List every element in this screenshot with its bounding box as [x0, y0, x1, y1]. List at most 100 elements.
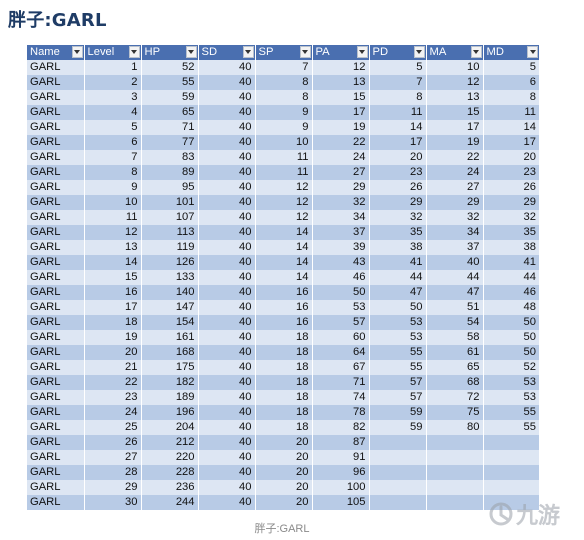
table-cell-sd: 40	[198, 360, 256, 375]
table-cell-ma	[426, 465, 484, 480]
table-cell-pd: 55	[369, 360, 427, 375]
table-cell-pa: 27	[312, 165, 370, 180]
table-cell-md: 17	[523, 136, 536, 148]
table-cell-level: 6	[84, 135, 142, 150]
table-cell-sd: 40	[198, 345, 256, 360]
table-cell-pa: 13	[312, 75, 370, 90]
table-cell-pa: 64	[312, 345, 370, 360]
table-cell-hp: 77	[141, 135, 199, 150]
table-cell-md: 26	[523, 181, 536, 193]
table-cell-name: GARL	[27, 195, 85, 210]
table-cell-md: 11	[524, 106, 536, 118]
table-cell-md: 14	[523, 121, 536, 133]
column-header-pd: PD	[369, 45, 427, 60]
table-cell-pd: 29	[369, 195, 427, 210]
table-cell-hp: 65	[141, 105, 199, 120]
table-cell-pd: 59	[369, 405, 427, 420]
filter-dropdown-icon[interactable]	[470, 46, 482, 58]
table-row: GARL 18 154 40 16 57 53 54 50	[27, 315, 539, 330]
table-cell-name: GARL	[27, 180, 85, 195]
table-cell-level: 15	[84, 270, 142, 285]
table-cell-sd: 40	[198, 105, 256, 120]
table-cell-md: 48	[523, 301, 536, 313]
table-cell-pd	[369, 495, 427, 510]
table-cell-sp: 14	[255, 225, 313, 240]
table-cell-name: GARL	[27, 345, 85, 360]
table-cell-name: GARL	[27, 285, 85, 300]
table-row: GARL 10 101 40 12 32 29 29 29	[27, 195, 539, 210]
table-cell-sp: 14	[255, 240, 313, 255]
table-cell-ma: 54	[426, 315, 484, 330]
table-cell-pd: 17	[369, 135, 427, 150]
table-row: GARL 22 182 40 18 71 57 68 53	[27, 375, 539, 390]
table-cell-level: 22	[84, 375, 142, 390]
table-cell-sp: 11	[255, 150, 313, 165]
table-cell-sp: 8	[255, 75, 313, 90]
table-cell-hp: 119	[141, 240, 199, 255]
table-cell-sp: 12	[255, 210, 313, 225]
table-cell-pa: 57	[312, 315, 370, 330]
table-cell-sp: 20	[255, 495, 313, 510]
table-cell-sd: 40	[198, 300, 256, 315]
page-title: 胖子:GARL	[8, 10, 107, 31]
table-cell-level: 28	[84, 465, 142, 480]
filter-dropdown-icon[interactable]	[71, 46, 83, 58]
table-cell-ma: 29	[426, 195, 484, 210]
filter-dropdown-icon[interactable]	[185, 46, 197, 58]
table-cell-level: 10	[84, 195, 142, 210]
table-row: GARL 24 196 40 18 78 59 75 55	[27, 405, 539, 420]
table-cell-md: 29	[523, 196, 536, 208]
table-cell-pd: 41	[369, 255, 427, 270]
table-cell-pa: 60	[312, 330, 370, 345]
table-cell-sp: 20	[255, 465, 313, 480]
table-cell-ma: 58	[426, 330, 484, 345]
table-cell-sd: 40	[198, 60, 256, 75]
table-cell-md: 20	[523, 151, 536, 163]
table-row: GARL 17 147 40 16 53 50 51 48	[27, 300, 539, 315]
table-cell-pa: 22	[312, 135, 370, 150]
table-cell-level: 26	[84, 435, 142, 450]
table-cell-sd: 40	[198, 375, 256, 390]
table-cell-ma: 44	[426, 270, 484, 285]
table-cell-pa: 37	[312, 225, 370, 240]
table-cell-sp: 8	[255, 90, 313, 105]
table-cell-name: GARL	[27, 390, 85, 405]
table-cell-sd: 40	[198, 210, 256, 225]
table-cell-ma: 22	[426, 150, 484, 165]
table-cell-name: GARL	[27, 420, 85, 435]
table-row: GARL 7 83 40 11 24 20 22 20	[27, 150, 539, 165]
table-cell-ma: 80	[426, 420, 484, 435]
column-header-md: MD	[483, 45, 539, 60]
table-cell-md: 46	[523, 286, 536, 298]
table-cell-level: 7	[84, 150, 142, 165]
table-cell-pa: 43	[312, 255, 370, 270]
table-cell-level: 17	[84, 300, 142, 315]
filter-dropdown-icon[interactable]	[128, 46, 140, 58]
table-cell-pd: 32	[369, 210, 427, 225]
column-header-label: SP	[258, 46, 274, 58]
table-cell-name: GARL	[27, 480, 85, 495]
table-cell-name: GARL	[27, 435, 85, 450]
table-row: GARL 2 55 40 8 13 7 12 6	[27, 75, 539, 90]
table-cell-ma: 72	[426, 390, 484, 405]
filter-dropdown-icon[interactable]	[527, 46, 538, 58]
table-row: GARL 5 71 40 9 19 14 17 14	[27, 120, 539, 135]
table-row: GARL 23 189 40 18 74 57 72 53	[27, 390, 539, 405]
table-cell-name: GARL	[27, 315, 85, 330]
table-cell-hp: 228	[141, 465, 199, 480]
table-cell-level: 30	[84, 495, 142, 510]
table-cell-md: 38	[523, 241, 536, 253]
table-cell-pa: 87	[312, 435, 370, 450]
table-cell-hp: 154	[141, 315, 199, 330]
filter-dropdown-icon[interactable]	[413, 46, 425, 58]
table-cell-name: GARL	[27, 135, 85, 150]
table-cell-pa: 53	[312, 300, 370, 315]
filter-dropdown-icon[interactable]	[242, 46, 254, 58]
table-cell-sp: 18	[255, 390, 313, 405]
table-cell-hp: 204	[141, 420, 199, 435]
table-cell-hp: 161	[141, 330, 199, 345]
table-cell-pd: 20	[369, 150, 427, 165]
filter-dropdown-icon[interactable]	[299, 46, 311, 58]
table-cell-pd: 14	[369, 120, 427, 135]
filter-dropdown-icon[interactable]	[356, 46, 368, 58]
